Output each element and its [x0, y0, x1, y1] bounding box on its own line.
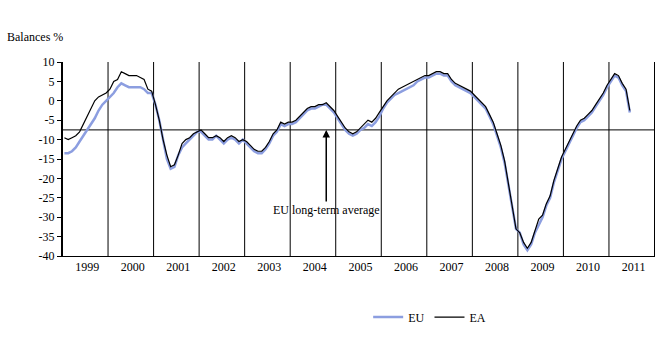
svg-text:2005: 2005 — [348, 260, 372, 274]
svg-text:2010: 2010 — [576, 260, 600, 274]
svg-text:2003: 2003 — [257, 260, 281, 274]
svg-text:2009: 2009 — [531, 260, 555, 274]
svg-text:1999: 1999 — [75, 260, 99, 274]
svg-text:Balances %: Balances % — [7, 30, 63, 44]
svg-text:-20: -20 — [39, 172, 55, 186]
svg-text:EU long-term average: EU long-term average — [273, 203, 380, 217]
svg-text:2000: 2000 — [121, 260, 145, 274]
svg-text:-5: -5 — [45, 113, 55, 127]
svg-text:-35: -35 — [39, 230, 55, 244]
svg-text:EU: EU — [408, 311, 424, 325]
svg-text:0: 0 — [49, 94, 55, 108]
svg-text:5: 5 — [49, 75, 55, 89]
svg-text:2006: 2006 — [394, 260, 418, 274]
svg-text:2004: 2004 — [303, 260, 327, 274]
svg-text:2008: 2008 — [485, 260, 509, 274]
svg-text:10: 10 — [43, 55, 55, 69]
svg-text:-10: -10 — [39, 133, 55, 147]
svg-text:-30: -30 — [39, 210, 55, 224]
svg-text:-40: -40 — [39, 249, 55, 263]
svg-text:-25: -25 — [39, 191, 55, 205]
svg-text:2001: 2001 — [166, 260, 190, 274]
svg-text:EA: EA — [469, 311, 485, 325]
svg-text:2007: 2007 — [439, 260, 463, 274]
svg-text:2002: 2002 — [212, 260, 236, 274]
svg-text:2011: 2011 — [622, 260, 646, 274]
svg-text:-15: -15 — [39, 152, 55, 166]
